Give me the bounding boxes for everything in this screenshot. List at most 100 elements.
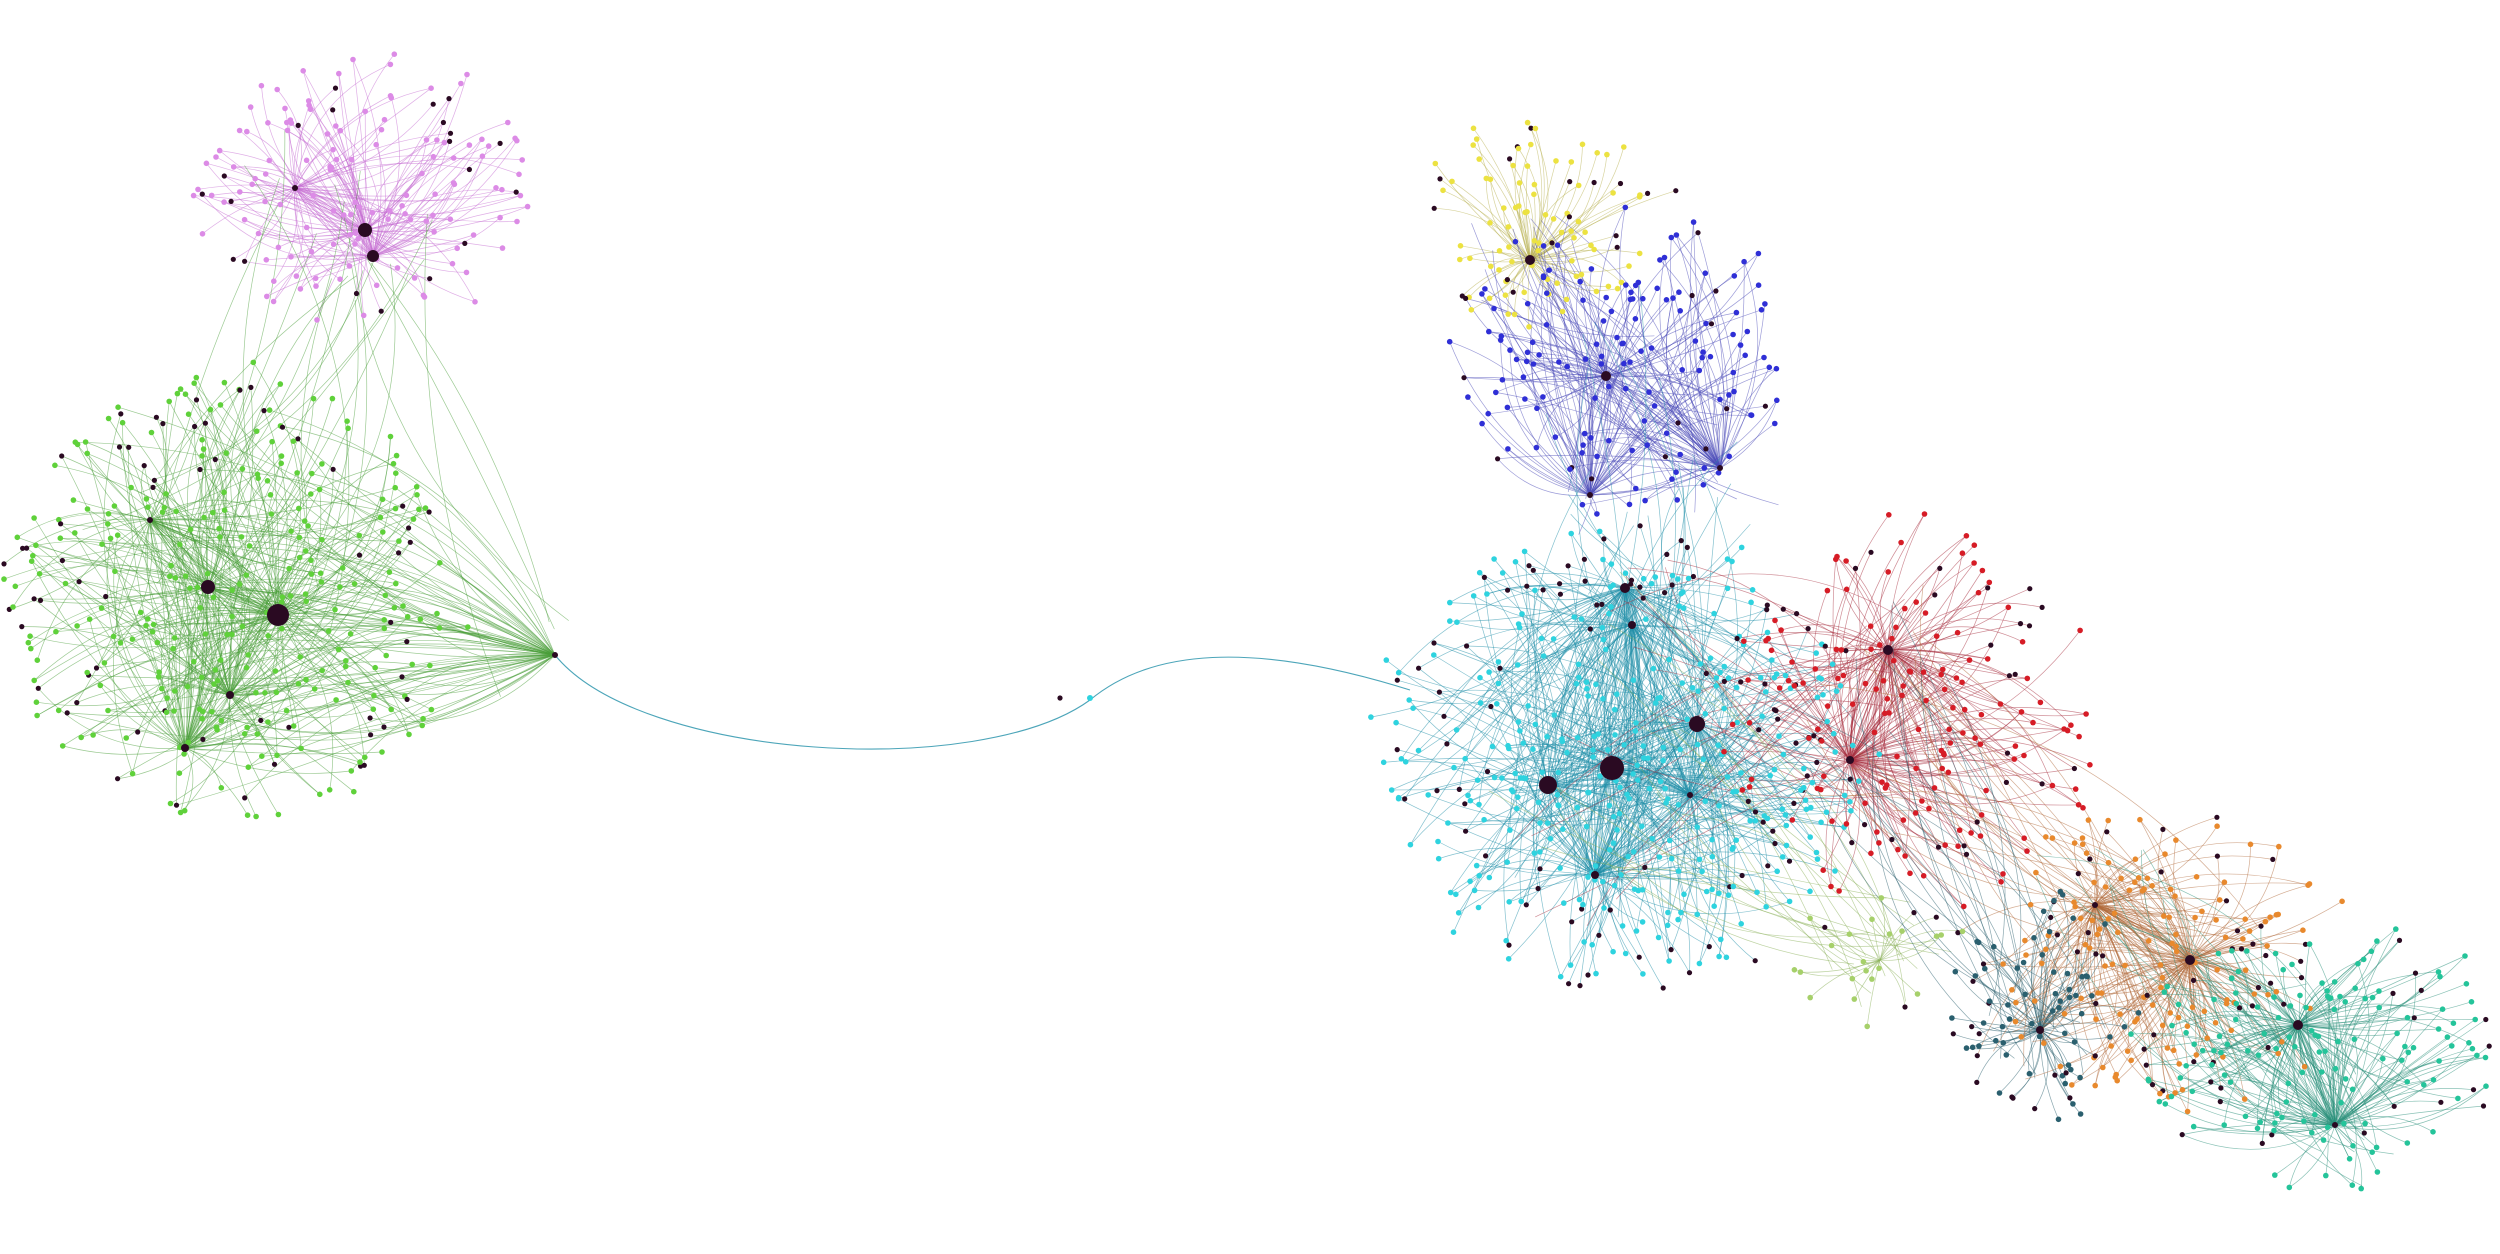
graph-edge [1605, 375, 1632, 505]
graph-node [1661, 254, 1668, 261]
graph-node [1709, 853, 1716, 860]
graph-edge [1957, 901, 2096, 933]
graph-node [287, 593, 294, 599]
graph-edge [1476, 139, 1531, 261]
graph-edge [2075, 906, 2191, 961]
graph-edge [1468, 259, 1531, 298]
graph-node [2190, 1123, 2197, 1130]
graph-node [1393, 719, 1399, 726]
graph-node [333, 156, 340, 163]
graph-node [1532, 125, 1539, 132]
graph-edge [294, 119, 385, 189]
graph-node [1869, 976, 1875, 982]
graph-edge [1529, 194, 1536, 261]
graph-node [1576, 674, 1582, 681]
graph-edge [1780, 629, 1851, 761]
graph-node [2049, 1008, 2056, 1014]
graph-node [2360, 956, 2367, 963]
graph-node [1449, 178, 1455, 185]
graph-node [1878, 895, 1885, 901]
graph-node [372, 664, 379, 671]
graph-edge [1872, 731, 2015, 1059]
graph-node [1536, 240, 1542, 246]
graph-node-dark [404, 639, 410, 645]
graph-edge [1495, 374, 1607, 393]
graph-edge [149, 519, 171, 699]
graph-node [163, 709, 170, 716]
graph-node-dark [295, 436, 301, 442]
graph-node [1645, 755, 1651, 761]
graph-edge [1611, 765, 1768, 819]
graph-edge [2211, 1064, 2336, 1126]
graph-edge [1600, 483, 1732, 753]
graph-node-dark [118, 411, 124, 417]
graph-node [258, 82, 265, 89]
graph-edge [2094, 904, 2180, 1064]
hub-node [181, 744, 189, 752]
graph-node [1700, 349, 1706, 355]
graph-edge [1522, 298, 1614, 338]
graph-edge [2334, 1088, 2474, 1126]
graph-node [1573, 681, 1580, 687]
graph-edge [207, 586, 408, 700]
graph-edge [1857, 645, 2126, 910]
graph-node-dark [141, 463, 147, 469]
graph-node [297, 286, 304, 292]
graph-node [1938, 671, 1944, 678]
graph-edge [1887, 649, 2087, 717]
graph-node [1568, 228, 1574, 234]
graph-edge [250, 107, 296, 189]
graph-node [1869, 916, 1875, 923]
graph-node [1509, 258, 1515, 265]
graph-node [2351, 1036, 2358, 1042]
graph-node-dark [381, 724, 387, 730]
graph-node [1834, 553, 1840, 560]
graph-node [2315, 1033, 2322, 1040]
graph-node [1496, 248, 1503, 254]
graph-edge [162, 512, 193, 749]
graph-node [1729, 846, 1735, 852]
graph-node [345, 425, 351, 432]
graph-node [436, 625, 443, 631]
graph-node [1730, 369, 1737, 376]
graph-edge [2045, 836, 2191, 961]
graph-node [198, 674, 205, 681]
graph-edge [2297, 1024, 2425, 1086]
graph-node [250, 359, 257, 366]
graph-edge [1689, 733, 1835, 796]
graph-edge [1608, 623, 1905, 962]
graph-edge [1699, 497, 1718, 695]
graph-node [1582, 356, 1589, 362]
graph-node-dark [2026, 623, 2033, 629]
graph-node [1716, 803, 1722, 809]
graph-node-dark [1549, 240, 1555, 246]
graph-node [1440, 187, 1446, 194]
graph-node [1512, 238, 1519, 245]
graph-edge [1737, 632, 1889, 651]
graph-edge [1405, 587, 1626, 763]
graph-edge [1506, 587, 1626, 863]
graph-edge [1507, 448, 1591, 496]
graph-node [171, 688, 178, 694]
graph-edge [1687, 794, 1756, 961]
graph-node [1702, 711, 1709, 717]
graph-edge [1594, 801, 1850, 876]
graph-node-dark [396, 550, 402, 556]
graph-node [1628, 289, 1634, 296]
graph-node [1755, 282, 1762, 289]
graph-node [1843, 821, 1850, 827]
graph-edge [1540, 277, 1591, 496]
graph-node [1402, 759, 1409, 765]
graph-edge [2334, 1085, 2487, 1130]
graph-node [392, 484, 399, 491]
graph-node [2094, 931, 2101, 938]
graph-edge [2219, 1036, 2336, 1126]
graph-edge [164, 171, 361, 713]
graph-node [2049, 782, 2056, 789]
graph-node [2164, 983, 2170, 990]
graph-node [2173, 948, 2180, 955]
graph-node-dark [1431, 205, 1437, 211]
graph-edge [1611, 767, 1713, 840]
graph-node [1829, 661, 1836, 667]
graph-node [1542, 212, 1549, 218]
